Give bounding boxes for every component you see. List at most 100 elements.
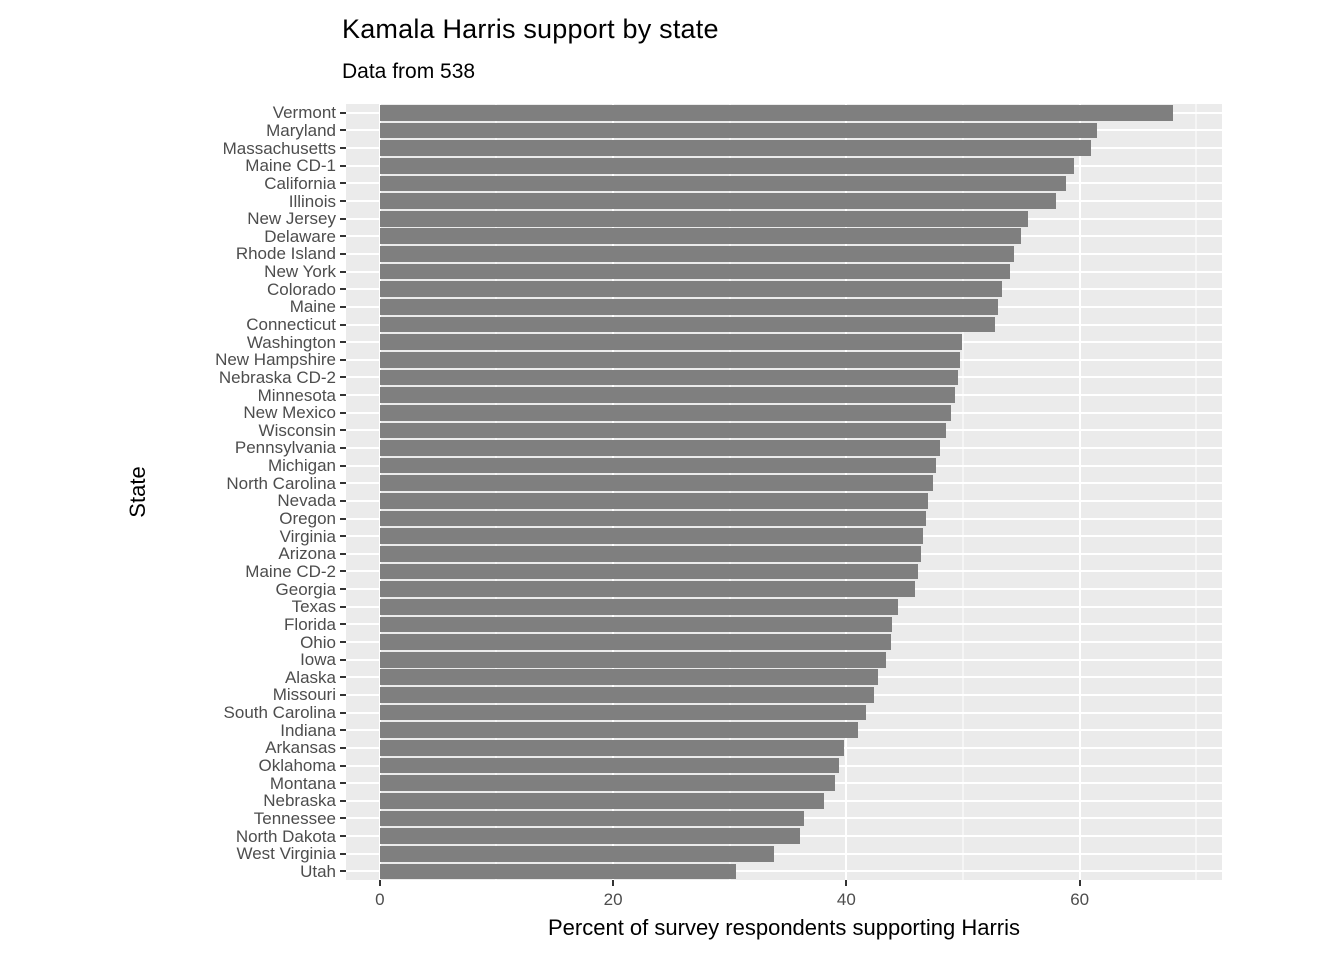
bar-row <box>346 492 1222 510</box>
bar-west-virginia <box>379 845 775 862</box>
y-axis-label: Maine CD-1 <box>245 156 336 176</box>
bar-iowa <box>379 651 887 668</box>
y-tick-mark <box>340 200 346 203</box>
bar-row <box>346 139 1222 157</box>
y-tick-mark <box>340 111 346 114</box>
bar-row <box>346 263 1222 281</box>
y-axis-label-row: Texas <box>0 598 346 616</box>
y-tick-mark <box>340 693 346 696</box>
bar-row <box>346 651 1222 669</box>
y-axis-label: Colorado <box>267 279 336 299</box>
bar-row <box>346 757 1222 775</box>
y-tick-mark <box>340 517 346 520</box>
y-tick-mark <box>340 323 346 326</box>
y-tick-mark <box>340 147 346 150</box>
y-axis-label: Delaware <box>264 226 336 246</box>
bar-row <box>346 333 1222 351</box>
y-axis-label-row: Nebraska CD-2 <box>0 369 346 387</box>
y-axis-label: Virginia <box>279 526 336 546</box>
bar-row <box>346 474 1222 492</box>
bar-texas <box>379 598 898 615</box>
y-axis-label-row: Tennessee <box>0 810 346 828</box>
bar-massachusetts <box>379 140 1092 156</box>
y-axis-label-row: Arkansas <box>0 739 346 757</box>
bar-row <box>346 827 1222 845</box>
y-axis-label: West Virginia <box>236 844 336 864</box>
bar-row <box>346 298 1222 316</box>
y-tick-mark <box>340 270 346 273</box>
y-axis-label-row: Alaska <box>0 669 346 687</box>
bar-connecticut <box>379 316 995 333</box>
bar-tennessee <box>379 810 805 827</box>
y-tick-mark <box>340 605 346 608</box>
x-axis: 0 20 40 60 <box>346 880 1222 922</box>
bar-row <box>346 792 1222 810</box>
y-axis-label-row: Utah <box>0 863 346 881</box>
y-tick-mark <box>340 729 346 732</box>
y-axis-label-row: Michigan <box>0 457 346 475</box>
bar-row <box>346 510 1222 528</box>
bar-row <box>346 227 1222 245</box>
bar-row <box>346 774 1222 792</box>
bar-row <box>346 545 1222 563</box>
bar-colorado <box>379 281 1002 298</box>
y-tick-mark <box>340 182 346 185</box>
gridline-vertical-minor <box>962 104 964 880</box>
y-axis-label-row: Florida <box>0 616 346 634</box>
y-tick-mark <box>340 676 346 679</box>
y-axis-label-row: Montana <box>0 774 346 792</box>
y-axis-label: North Dakota <box>235 826 336 846</box>
bar-michigan <box>379 457 937 474</box>
gridline-horizontal <box>346 852 1222 855</box>
y-axis-label: New Mexico <box>243 403 336 423</box>
bar-florida <box>379 616 892 633</box>
y-axis-label-row: Maine <box>0 298 346 316</box>
y-axis-label-row: Vermont <box>0 104 346 122</box>
bar-north-carolina <box>379 475 933 492</box>
gridline-horizontal <box>346 870 1222 873</box>
bar-nebraska <box>379 792 825 809</box>
bar-alaska <box>379 669 878 686</box>
bar-row <box>346 245 1222 263</box>
gridline-vertical-major <box>1078 104 1081 880</box>
y-axis-label-row: Connecticut <box>0 316 346 334</box>
y-axis-label-row: California <box>0 175 346 193</box>
bar-north-dakota <box>379 828 800 844</box>
bar-pennsylvania <box>379 440 940 456</box>
y-tick-mark <box>340 658 346 661</box>
x-tick-label: 60 <box>1070 890 1090 909</box>
y-axis-label-row: Georgia <box>0 580 346 598</box>
y-tick-mark <box>340 870 346 873</box>
y-axis-label-row: Nevada <box>0 492 346 510</box>
bar-rhode-island <box>379 246 1015 262</box>
y-axis-label: South Carolina <box>223 703 336 723</box>
y-tick-mark <box>340 535 346 538</box>
y-tick-mark <box>340 835 346 838</box>
y-axis-label-row: Maryland <box>0 122 346 140</box>
y-tick-mark <box>340 164 346 167</box>
y-axis-label: California <box>264 173 336 193</box>
y-axis-label-row: West Virginia <box>0 845 346 863</box>
bar-row <box>346 457 1222 475</box>
y-axis-label-row: Rhode Island <box>0 245 346 263</box>
y-tick-mark <box>340 411 346 414</box>
bar-illinois <box>379 193 1057 209</box>
bar-south-carolina <box>379 704 867 721</box>
bar-row <box>346 351 1222 369</box>
bar-row <box>346 633 1222 651</box>
bar-row <box>346 616 1222 634</box>
bar-row <box>346 175 1222 193</box>
y-tick-mark <box>340 129 346 132</box>
bar-georgia <box>379 581 916 597</box>
y-axis-label: Utah <box>300 861 336 881</box>
y-tick-mark <box>340 764 346 767</box>
bar-row <box>346 563 1222 581</box>
bar-nevada <box>379 493 929 509</box>
x-tick-label: 40 <box>836 890 856 909</box>
y-axis-label: Oregon <box>279 509 336 529</box>
y-tick-mark <box>340 429 346 432</box>
bars-layer <box>346 104 1222 880</box>
y-axis-label: Iowa <box>300 650 336 670</box>
bar-new-hampshire <box>379 351 960 368</box>
y-axis-label: New York <box>264 262 336 282</box>
